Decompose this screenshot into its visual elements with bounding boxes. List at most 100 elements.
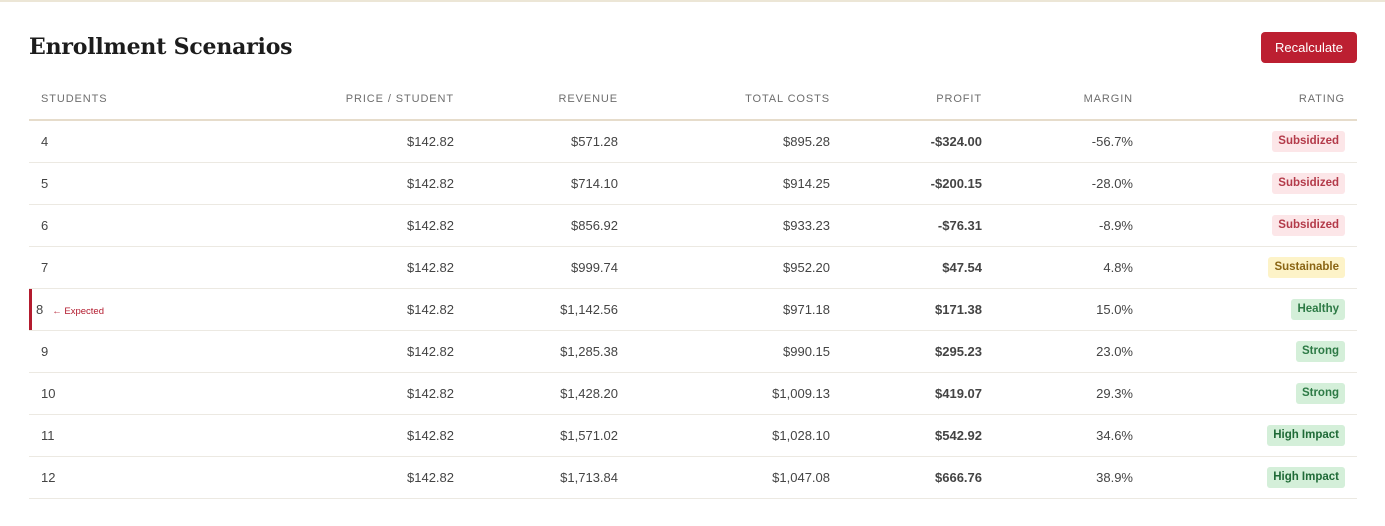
table-row[interactable]: 7 $142.82 $999.74 $952.20 $47.54 4.8% Sustaina… xyxy=(29,246,1357,289)
rating-badge: Strong xyxy=(1295,383,1345,404)
revenue-cell: $1,142.56 xyxy=(466,288,630,331)
profit-cell: -$200.15 xyxy=(842,162,994,205)
table-row[interactable]: 9 $142.82 $1,285.38 $990.15 $295.23 23.0% Stro… xyxy=(29,330,1357,373)
rating-cell: Healthy xyxy=(1145,288,1357,331)
price-per-student-cell: $142.82 xyxy=(201,288,466,331)
margin-cell: 29.3% xyxy=(994,372,1145,415)
price-per-student-cell: $142.82 xyxy=(201,120,466,163)
profit-cell: $171.38 xyxy=(842,288,994,331)
total-costs-cell: $952.20 xyxy=(630,246,842,289)
rating-cell: Subsidized xyxy=(1145,204,1357,247)
students-cell: 8 ← Expected xyxy=(29,288,201,331)
total-costs-cell: $1,028.10 xyxy=(630,414,842,457)
profit-cell: -$76.31 xyxy=(842,204,994,247)
margin-cell: -28.0% xyxy=(994,162,1145,205)
revenue-cell: $999.74 xyxy=(466,246,630,289)
table-row[interactable]: 5 $142.82 $714.10 $914.25 -$200.15 -28.0% Subs… xyxy=(29,162,1357,205)
column-header-rating[interactable]: RATING xyxy=(1145,78,1357,121)
total-costs-cell: $933.23 xyxy=(630,204,842,247)
revenue-cell: $1,713.84 xyxy=(466,456,630,499)
column-header-profit[interactable]: PROFIT xyxy=(842,78,994,121)
students-value: 8 xyxy=(36,302,44,317)
price-per-student-cell: $142.82 xyxy=(201,246,466,289)
students-cell: 12 xyxy=(29,456,201,499)
price-per-student-cell: $142.82 xyxy=(201,456,466,499)
students-value: 5 xyxy=(41,176,49,191)
margin-cell: 15.0% xyxy=(994,288,1145,331)
expected-marker: ← Expected xyxy=(52,306,104,317)
top-divider xyxy=(0,0,1385,2)
rating-cell: Sustainable xyxy=(1145,246,1357,289)
rating-badge: Strong xyxy=(1295,341,1345,362)
column-header-revenue[interactable]: REVENUE xyxy=(466,78,630,121)
price-per-student-cell: $142.82 xyxy=(201,204,466,247)
students-cell: 5 xyxy=(29,162,201,205)
rating-cell: Subsidized xyxy=(1145,120,1357,163)
page-title: Enrollment Scenarios xyxy=(29,34,293,60)
students-cell: 6 xyxy=(29,204,201,247)
revenue-cell: $1,571.02 xyxy=(466,414,630,457)
column-header-students[interactable]: STUDENTS xyxy=(29,78,201,121)
table-header-row: STUDENTS PRICE / STUDENT REVENUE TOTAL C… xyxy=(29,78,1357,121)
table-row[interactable]: 12 $142.82 $1,713.84 $1,047.08 $666.76 38.9% H… xyxy=(29,456,1357,499)
students-cell: 10 xyxy=(29,372,201,415)
revenue-cell: $571.28 xyxy=(466,120,630,163)
rating-badge: High Impact xyxy=(1267,467,1345,488)
revenue-cell: $1,285.38 xyxy=(466,330,630,373)
table-body: 4 $142.82 $571.28 $895.28 -$324.00 -56.7% Subs… xyxy=(29,120,1357,499)
rating-cell: Subsidized xyxy=(1145,162,1357,205)
margin-cell: -8.9% xyxy=(994,204,1145,247)
rating-badge: Subsidized xyxy=(1272,173,1345,194)
students-value: 4 xyxy=(41,134,49,149)
students-cell: 4 xyxy=(29,120,201,163)
rating-cell: Strong xyxy=(1145,330,1357,373)
total-costs-cell: $1,047.08 xyxy=(630,456,842,499)
margin-cell: 4.8% xyxy=(994,246,1145,289)
price-per-student-cell: $142.82 xyxy=(201,330,466,373)
table-row[interactable]: 10 $142.82 $1,428.20 $1,009.13 $419.07 29.3% S… xyxy=(29,372,1357,415)
section-header: Enrollment Scenarios Recalculate xyxy=(29,31,1357,63)
column-header-margin[interactable]: MARGIN xyxy=(994,78,1145,121)
margin-cell: 38.9% xyxy=(994,456,1145,499)
price-per-student-cell: $142.82 xyxy=(201,162,466,205)
students-cell: 11 xyxy=(29,414,201,457)
price-per-student-cell: $142.82 xyxy=(201,414,466,457)
rating-cell: Strong xyxy=(1145,372,1357,415)
enrollment-scenarios-table: STUDENTS PRICE / STUDENT REVENUE TOTAL C… xyxy=(29,78,1357,499)
students-value: 12 xyxy=(41,470,56,485)
rating-badge: Subsidized xyxy=(1272,131,1345,152)
rating-cell: High Impact xyxy=(1145,414,1357,457)
column-header-total-costs[interactable]: TOTAL COSTS xyxy=(630,78,842,121)
column-header-price-per-student[interactable]: PRICE / STUDENT xyxy=(201,78,466,121)
rating-cell: High Impact xyxy=(1145,456,1357,499)
rating-badge: High Impact xyxy=(1267,425,1345,446)
total-costs-cell: $1,009.13 xyxy=(630,372,842,415)
revenue-cell: $856.92 xyxy=(466,204,630,247)
table-row[interactable]: 8 ← Expected $142.82 $1,142.56 $971.18 $171.3… xyxy=(29,288,1357,331)
rating-badge: Sustainable xyxy=(1268,257,1345,278)
profit-cell: $419.07 xyxy=(842,372,994,415)
price-per-student-cell: $142.82 xyxy=(201,372,466,415)
students-value: 10 xyxy=(41,386,56,401)
total-costs-cell: $895.28 xyxy=(630,120,842,163)
profit-cell: $295.23 xyxy=(842,330,994,373)
total-costs-cell: $914.25 xyxy=(630,162,842,205)
table-row[interactable]: 4 $142.82 $571.28 $895.28 -$324.00 -56.7% Subs… xyxy=(29,120,1357,163)
revenue-cell: $714.10 xyxy=(466,162,630,205)
total-costs-cell: $990.15 xyxy=(630,330,842,373)
profit-cell: $47.54 xyxy=(842,246,994,289)
table-row[interactable]: 11 $142.82 $1,571.02 $1,028.10 $542.92 34.6% H… xyxy=(29,414,1357,457)
profit-cell: $542.92 xyxy=(842,414,994,457)
students-value: 11 xyxy=(41,428,55,443)
students-cell: 9 xyxy=(29,330,201,373)
rating-badge: Subsidized xyxy=(1272,215,1345,236)
students-value: 7 xyxy=(41,260,49,275)
rating-badge: Healthy xyxy=(1291,299,1345,320)
students-value: 9 xyxy=(41,344,49,359)
margin-cell: 23.0% xyxy=(994,330,1145,373)
recalculate-button[interactable]: Recalculate xyxy=(1261,32,1357,63)
table-row[interactable]: 6 $142.82 $856.92 $933.23 -$76.31 -8.9% Subsid… xyxy=(29,204,1357,247)
revenue-cell: $1,428.20 xyxy=(466,372,630,415)
margin-cell: -56.7% xyxy=(994,120,1145,163)
margin-cell: 34.6% xyxy=(994,414,1145,457)
